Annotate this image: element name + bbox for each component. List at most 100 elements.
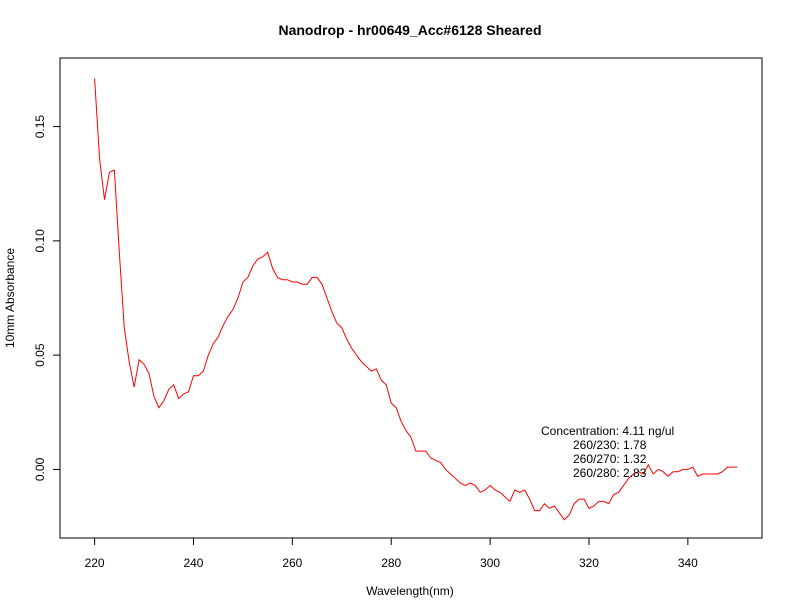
data-point: [401, 421, 402, 422]
data-point: [598, 501, 599, 502]
data-point: [104, 199, 105, 200]
data-point: [109, 172, 110, 173]
x-tick-label: 340: [678, 556, 698, 570]
data-point: [237, 297, 238, 298]
x-tick-label: 220: [85, 556, 105, 570]
data-point: [410, 437, 411, 438]
data-point: [450, 473, 451, 474]
data-point: [460, 483, 461, 484]
y-tick-label: 0.05: [33, 343, 47, 367]
data-point: [574, 503, 575, 504]
data-point: [682, 469, 683, 470]
data-point: [494, 489, 495, 490]
data-point: [297, 281, 298, 282]
x-axis-label: Wavelength(nm): [366, 584, 454, 598]
data-point: [386, 384, 387, 385]
data-point: [549, 508, 550, 509]
data-point: [559, 512, 560, 513]
y-tick-label: 0.15: [33, 115, 47, 139]
data-point: [425, 451, 426, 452]
data-point: [312, 277, 313, 278]
data-point: [697, 476, 698, 477]
data-point: [94, 78, 95, 79]
data-point: [539, 510, 540, 511]
data-point: [134, 387, 135, 388]
data-point: [712, 473, 713, 474]
data-point: [302, 284, 303, 285]
data-point: [321, 284, 322, 285]
data-point: [114, 169, 115, 170]
data-point: [588, 508, 589, 509]
data-point: [648, 464, 649, 465]
data-point: [287, 279, 288, 280]
data-point: [331, 311, 332, 312]
data-point: [499, 492, 500, 493]
data-point: [732, 467, 733, 468]
data-point: [193, 375, 194, 376]
data-point: [371, 371, 372, 372]
annotation-line: 260/270: 1.32: [573, 452, 647, 466]
data-point: [262, 256, 263, 257]
data-point: [677, 471, 678, 472]
y-axis-label: 10mm Absorbance: [3, 248, 17, 348]
data-point: [485, 489, 486, 490]
data-point: [178, 398, 179, 399]
data-point: [242, 281, 243, 282]
data-point: [564, 519, 565, 520]
data-point: [653, 473, 654, 474]
data-point: [366, 366, 367, 367]
data-point: [405, 430, 406, 431]
data-point: [465, 485, 466, 486]
data-point: [455, 478, 456, 479]
data-point: [307, 284, 308, 285]
data-point: [435, 460, 436, 461]
data-point: [727, 467, 728, 468]
data-point: [578, 499, 579, 500]
data-point: [376, 368, 377, 369]
data-point: [277, 277, 278, 278]
data-point: [509, 501, 510, 502]
data-point: [687, 469, 688, 470]
data-point: [282, 279, 283, 280]
plot-frame: [59, 57, 763, 539]
data-point: [119, 252, 120, 253]
data-point: [524, 489, 525, 490]
data-point: [346, 339, 347, 340]
data-point: [420, 451, 421, 452]
data-point: [608, 503, 609, 504]
data-point: [326, 297, 327, 298]
data-point: [188, 391, 189, 392]
data-point: [504, 496, 505, 497]
annotation-line: Concentration: 4.11 ng/ul: [541, 424, 674, 438]
x-tick-label: 240: [183, 556, 203, 570]
data-point: [391, 403, 392, 404]
data-point: [223, 325, 224, 326]
data-point: [356, 355, 357, 356]
data-point: [490, 485, 491, 486]
data-point: [381, 380, 382, 381]
x-tick-label: 320: [579, 556, 599, 570]
data-point: [544, 503, 545, 504]
y-axis: 0.00 0.05 0.10 0.15: [33, 115, 61, 481]
data-point: [534, 510, 535, 511]
chart-title: Nanodrop - hr00649_Acc#6128 Sheared: [278, 22, 541, 38]
data-point: [292, 281, 293, 282]
x-tick-label: 300: [480, 556, 500, 570]
data-point: [148, 373, 149, 374]
data-point: [672, 471, 673, 472]
data-point: [737, 467, 738, 468]
data-point: [658, 469, 659, 470]
data-point: [470, 483, 471, 484]
annotation-line: 260/230: 1.78: [573, 438, 647, 452]
data-point: [163, 400, 164, 401]
data-point: [336, 323, 337, 324]
data-point: [257, 259, 258, 260]
data-point: [480, 492, 481, 493]
data-point: [722, 471, 723, 472]
data-point: [99, 158, 100, 159]
data-point: [514, 489, 515, 490]
data-point: [396, 407, 397, 408]
data-point: [618, 492, 619, 493]
y-tick-label: 0.10: [33, 229, 47, 253]
